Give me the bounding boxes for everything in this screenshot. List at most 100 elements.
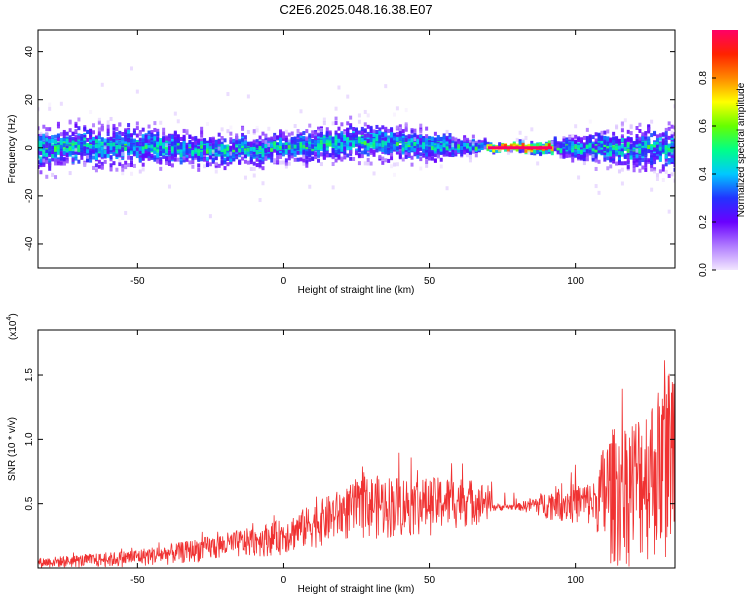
heatmap-cell <box>670 130 674 135</box>
heatmap-cell <box>252 129 256 134</box>
heatmap-cell <box>54 140 58 145</box>
heatmap-cell <box>468 139 472 144</box>
heatmap-cell <box>644 143 648 148</box>
heatmap-cell <box>83 162 87 167</box>
heatmap-cell <box>188 149 192 154</box>
heatmap-cell <box>410 155 414 160</box>
heatmap-cell <box>287 145 291 150</box>
heatmap-cell <box>287 132 291 137</box>
colorbar-tick-label: 0.8 <box>698 71 709 85</box>
heatmap-cell <box>167 133 171 138</box>
heatmap-cell <box>410 147 414 152</box>
heatmap-cell <box>103 153 107 158</box>
heatmap-cell <box>261 146 265 151</box>
heatmap-cell <box>495 149 499 154</box>
heatmap-cell <box>109 136 113 141</box>
heatmap-cell <box>305 143 309 148</box>
heatmap-cell <box>381 125 385 130</box>
snr-scale-exponent: 4 <box>6 317 13 321</box>
heatmap-cell <box>404 149 408 154</box>
heatmap-cell <box>430 141 434 146</box>
heatmap-cell <box>655 137 659 142</box>
heatmap-cell <box>571 145 575 150</box>
heatmap-cell <box>223 146 227 151</box>
heatmap-cell <box>270 136 274 141</box>
heatmap-cell <box>384 158 388 163</box>
heatmap-cell <box>188 154 192 159</box>
x-tick-label: -50 <box>130 276 145 287</box>
heatmap-cell <box>77 159 81 164</box>
heatmap-cell <box>144 144 148 149</box>
heatmap-cell <box>211 157 215 162</box>
heatmap-cell <box>311 130 315 135</box>
heatmap-cell <box>89 135 93 140</box>
heatmap-cell <box>530 151 534 156</box>
heatmap-cell <box>241 138 245 143</box>
heatmap-cell <box>100 137 104 142</box>
heatmap-cell <box>641 152 645 157</box>
heatmap-cell <box>197 146 201 151</box>
heatmap-cell <box>463 144 467 149</box>
heatmap-cell <box>185 153 189 158</box>
heatmap-cell <box>337 134 341 139</box>
heatmap-cell <box>59 156 63 161</box>
heatmap-cell <box>223 160 227 165</box>
heatmap-cell <box>550 143 554 148</box>
heatmap-cell <box>442 152 446 157</box>
heatmap-cell <box>103 138 107 143</box>
heatmap-cell <box>392 145 396 150</box>
x-tick-label: 100 <box>567 575 584 586</box>
heatmap-cell <box>609 143 613 148</box>
heatmap-cell <box>243 154 247 159</box>
heatmap-cell <box>644 160 648 165</box>
heatmap-cell <box>615 142 619 147</box>
heatmap-cell <box>349 136 353 141</box>
heatmap-cell <box>556 150 560 155</box>
heatmap-cell <box>328 131 332 136</box>
heatmap-cell <box>410 142 414 147</box>
heatmap-cell <box>103 150 107 155</box>
heatmap-cell <box>284 158 288 163</box>
heatmap-cell <box>138 137 142 142</box>
heatmap-cell <box>45 144 49 149</box>
heatmap-cell <box>387 150 391 155</box>
heatmap-cell <box>390 132 394 137</box>
heatmap-cell <box>211 149 215 154</box>
heatmap-cell <box>319 127 323 132</box>
heatmap-cell <box>594 158 598 163</box>
heatmap-cell <box>647 158 651 163</box>
heatmap-cell <box>51 138 55 143</box>
heatmap-cell <box>153 140 157 145</box>
x-tick-label: 50 <box>424 575 436 586</box>
heatmap-cell <box>325 133 329 138</box>
heatmap-cell <box>454 142 458 147</box>
heatmap-cell <box>252 173 256 178</box>
heatmap-cell <box>612 136 616 141</box>
heatmap-cell <box>562 149 566 154</box>
heatmap-cell <box>156 131 160 136</box>
heatmap-cell <box>670 136 674 141</box>
heatmap-cell <box>425 126 429 131</box>
heatmap-cell <box>638 161 642 166</box>
heatmap-cell <box>179 136 183 141</box>
heatmap-cell <box>299 143 303 148</box>
heatmap-cell <box>433 147 437 152</box>
heatmap-cell <box>135 154 139 159</box>
heatmap-cell <box>255 154 259 159</box>
heatmap-cell <box>387 147 391 152</box>
heatmap-cell <box>59 151 63 156</box>
heatmap-cell <box>308 143 312 148</box>
heatmap-cell <box>603 154 607 159</box>
heatmap-cell <box>539 152 543 157</box>
heatmap-cell <box>419 140 423 145</box>
heatmap-cell <box>97 153 101 158</box>
heatmap-cell <box>340 156 344 161</box>
heatmap-cell <box>106 124 110 129</box>
heatmap-cell <box>433 137 437 142</box>
heatmap-cell <box>448 136 452 141</box>
heatmap-cell <box>582 152 586 157</box>
y-tick-label: -40 <box>24 236 35 251</box>
heatmap-cell <box>106 151 110 156</box>
heatmap-cell <box>308 123 312 128</box>
heatmap-cell <box>650 164 654 169</box>
